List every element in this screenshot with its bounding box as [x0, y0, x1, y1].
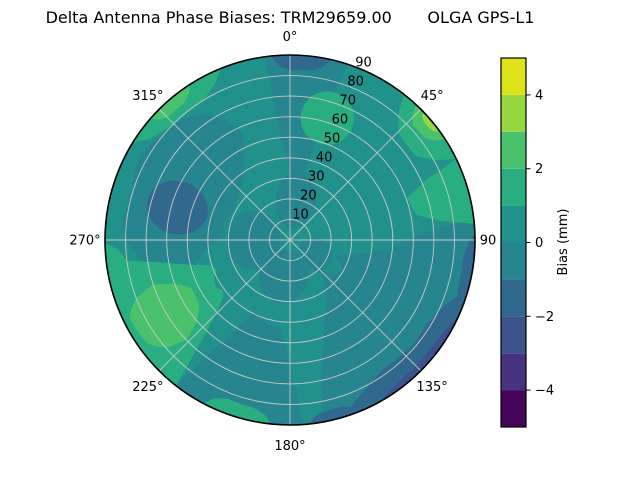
angular-tick-labels: 0° 45° 90 135° 180° 225° 270° 315° — [69, 30, 496, 454]
angular-gridline — [158, 239, 291, 372]
colorbar-tick-label: 0 — [535, 236, 543, 251]
colorbar: 4 2 0 −2 −4 — [500, 57, 554, 428]
contour-region — [347, 290, 472, 420]
colorbar-band — [501, 58, 526, 95]
contour-region — [259, 249, 309, 304]
angular-gridline — [158, 108, 291, 241]
colorbar-axis-label: Bias (mm) — [556, 209, 571, 276]
contour-region — [146, 180, 208, 235]
contour-region — [407, 157, 475, 224]
colorbar-band — [501, 168, 526, 206]
colorbar-tick-label: −4 — [535, 384, 554, 399]
contour-region — [300, 91, 354, 145]
angular-tick-label: 225° — [132, 380, 163, 395]
polar-outline — [104, 54, 476, 426]
angular-tick-label: 315° — [132, 89, 163, 104]
radial-tick-label: 50 — [324, 132, 341, 147]
radial-tick-label: 40 — [316, 151, 333, 166]
angular-tick-label: 135° — [416, 380, 447, 395]
radial-tick-labels: 10 20 30 40 50 60 70 80 90 — [292, 56, 372, 223]
colorbar-band — [501, 279, 526, 317]
colorbar-tick-label: −2 — [535, 310, 554, 325]
polar-grid — [105, 55, 475, 425]
radial-tick-label: 70 — [339, 94, 356, 109]
radial-tick-label: 20 — [300, 189, 317, 204]
colorbar-band — [501, 242, 526, 280]
radial-tick-label: 60 — [332, 113, 349, 128]
angular-tick-label: 45° — [421, 89, 444, 104]
colorbar-band — [501, 353, 526, 391]
angular-tick-label: 270° — [69, 234, 100, 249]
angular-gridline — [289, 239, 422, 372]
chart-title: Delta Antenna Phase Biases: TRM29659.00 … — [46, 8, 535, 27]
colorbar-tick-label: 2 — [535, 162, 543, 177]
contour-region — [322, 217, 475, 425]
colorbar-band — [501, 131, 526, 169]
colorbar-band — [501, 94, 526, 132]
angular-tick-label: 180° — [274, 439, 305, 454]
radial-tick-label: 10 — [292, 208, 309, 223]
contour-region — [382, 318, 462, 404]
angular-tick-label: 0° — [283, 30, 298, 45]
radial-tick-label: 80 — [347, 75, 364, 90]
colorbar-band — [501, 205, 526, 243]
angular-tick-label: 90 — [480, 234, 497, 249]
radial-tick-label: 30 — [308, 170, 325, 185]
colorbar-band — [501, 390, 526, 427]
radial-tick-label: 90 — [355, 56, 372, 71]
angular-gridline — [289, 108, 422, 241]
contour-region — [173, 312, 304, 425]
colorbar-tick-label: 4 — [535, 88, 543, 103]
colorbar-band — [501, 316, 526, 354]
